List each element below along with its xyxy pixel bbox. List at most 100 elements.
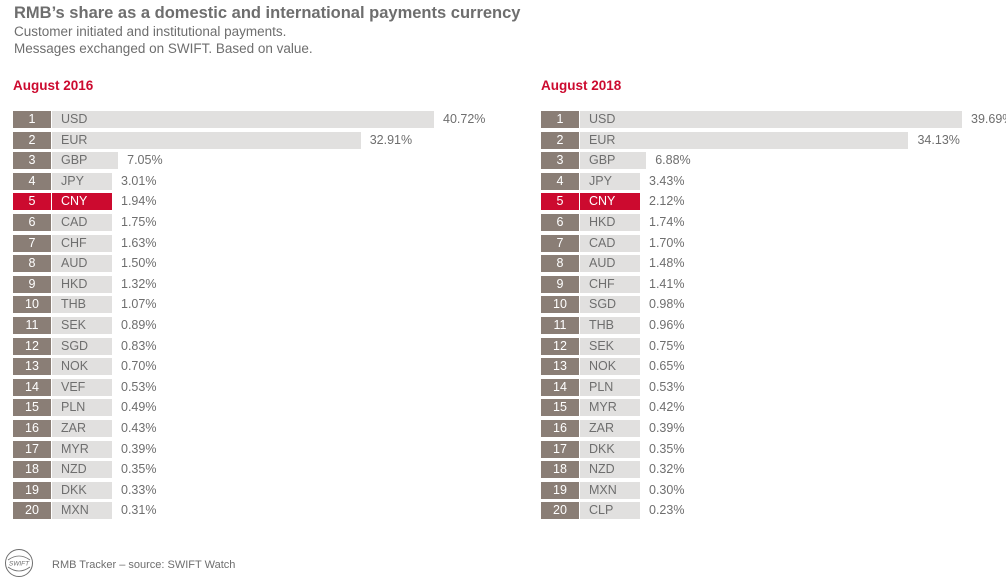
bar <box>580 152 647 170</box>
bar <box>52 378 112 396</box>
currency-label: USD <box>61 112 88 126</box>
bar-row: 18 NZD 0.35% <box>13 461 483 479</box>
value-label: 0.83% <box>121 338 157 353</box>
bar-row: 20 CLP 0.23% <box>541 502 1006 520</box>
bar <box>52 172 112 190</box>
bar-row: 10 THB 1.07% <box>13 296 483 314</box>
bar-row: 16 ZAR 0.39% <box>541 420 1006 437</box>
value-label: 0.30% <box>649 482 685 497</box>
bar-row: 5 CNY 1.94% <box>13 193 483 211</box>
currency-label: VEF <box>61 379 86 394</box>
bar <box>580 440 640 458</box>
rank-label: 7 <box>13 234 51 252</box>
bar <box>52 193 112 211</box>
bar <box>580 337 640 355</box>
rank-label: 16 <box>541 420 579 437</box>
currency-label: SGD <box>589 297 617 312</box>
currency-label: CNY <box>589 194 616 209</box>
chart-subtitle-line-1: Customer initiated and institutional pay… <box>14 24 287 39</box>
rank-label: 1 <box>13 111 51 128</box>
value-label: 1.74% <box>649 215 685 229</box>
bar-row: 6 CAD 1.75% <box>13 214 483 231</box>
bar <box>52 234 112 252</box>
currency-label: GBP <box>589 153 616 168</box>
currency-label: JPY <box>589 173 612 188</box>
value-label: 1.94% <box>121 194 157 209</box>
rank-label: 15 <box>13 399 51 417</box>
value-label: 0.53% <box>649 379 685 394</box>
value-label: 1.75% <box>121 215 157 229</box>
bar-row: 10 SGD 0.98% <box>541 296 1006 314</box>
bar-list-august-2016: 1 USD 40.72% 2 EUR 32.91% 3 GBP 7.05% 4 JPY 3.01% 5 C… <box>13 111 485 523</box>
currency-label: HKD <box>589 215 616 229</box>
bar <box>52 255 112 273</box>
value-label: 0.42% <box>649 400 685 415</box>
rank-label: 14 <box>541 378 579 396</box>
value-label: 32.91% <box>369 132 413 147</box>
bar <box>580 461 640 479</box>
rank-label: 6 <box>541 214 579 231</box>
value-label: 1.50% <box>121 256 157 271</box>
bar <box>52 440 112 458</box>
bar-row: 2 EUR 34.13% <box>541 131 1006 149</box>
value-label: 1.41% <box>649 276 685 291</box>
bar-row: 16 ZAR 0.43% <box>13 420 483 437</box>
currency-label: MXN <box>589 482 617 497</box>
currency-label: EUR <box>589 132 616 147</box>
source-note: RMB Tracker – source: SWIFT Watch <box>52 559 236 571</box>
currency-label: NOK <box>589 359 617 374</box>
swift-logo-icon: SWIFT <box>5 549 33 577</box>
rank-label: 8 <box>13 255 51 273</box>
value-label: 0.70% <box>121 359 157 374</box>
bar <box>52 461 112 479</box>
bar-row: 1 USD 39.69% <box>541 111 1006 128</box>
currency-label: DKK <box>589 441 615 456</box>
currency-label: CAD <box>589 235 616 250</box>
bar <box>52 481 112 499</box>
value-label: 0.53% <box>121 379 157 394</box>
value-label: 0.39% <box>121 441 157 456</box>
value-label: 0.35% <box>121 462 157 477</box>
bar-row: 9 CHF 1.41% <box>541 275 1006 293</box>
rank-label: 16 <box>13 420 51 437</box>
bar-row: 15 MYR 0.42% <box>541 399 1006 417</box>
currency-label: MXN <box>61 503 89 518</box>
bar <box>580 296 640 314</box>
bar-list-august-2018: 1USD39.69%2EUR34.13%3GBP6.88%4JPY3.43%5C… <box>541 111 1006 523</box>
chart-subtitle-line-2: Messages exchanged on SWIFT. Based on va… <box>14 41 313 56</box>
currency-label: SEK <box>61 318 87 332</box>
panel-title-august-2018: August 2018 <box>541 78 622 93</box>
bar <box>580 255 640 273</box>
bar <box>580 317 640 334</box>
bar-row: 3 GBP 7.05% <box>13 152 483 170</box>
bar <box>52 111 434 128</box>
rank-label: 2 <box>541 131 579 149</box>
rank-label: 10 <box>13 296 51 314</box>
bar-row: 11 SEK 0.89% <box>13 317 483 334</box>
bar <box>580 234 640 252</box>
rank-label: 19 <box>541 481 579 499</box>
rank-label: 20 <box>13 502 51 520</box>
bar-row: 8 AUD 1.50% <box>13 255 483 273</box>
bar <box>52 317 112 334</box>
rank-label: 8 <box>541 255 579 273</box>
rank-label: 20 <box>541 502 579 520</box>
bar-row: 12 SEK 0.75% <box>541 337 1006 355</box>
rank-label: 5 <box>13 193 51 211</box>
value-label: 1.63% <box>121 235 157 250</box>
rank-label: 2 <box>13 131 51 149</box>
bar-row: 2 EUR 32.91% <box>13 131 483 149</box>
bar <box>580 275 640 293</box>
bar-row: 3 GBP 6.88% <box>541 152 1006 170</box>
currency-label: PLN <box>61 400 86 415</box>
bar <box>580 172 640 190</box>
value-label: 0.33% <box>121 482 157 497</box>
bar <box>580 420 640 437</box>
bar <box>52 214 112 231</box>
panel-title-august-2016: August 2016 <box>13 78 94 93</box>
bar <box>52 358 112 376</box>
rank-label: 18 <box>13 461 51 479</box>
bar <box>580 358 640 376</box>
bar-row: 6 HKD 1.74% <box>541 214 1006 231</box>
chart-panel-august-2016: August 2016 1 USD 40.72% 2 EUR 32.91% 3 GBP 7.05… <box>13 78 485 523</box>
